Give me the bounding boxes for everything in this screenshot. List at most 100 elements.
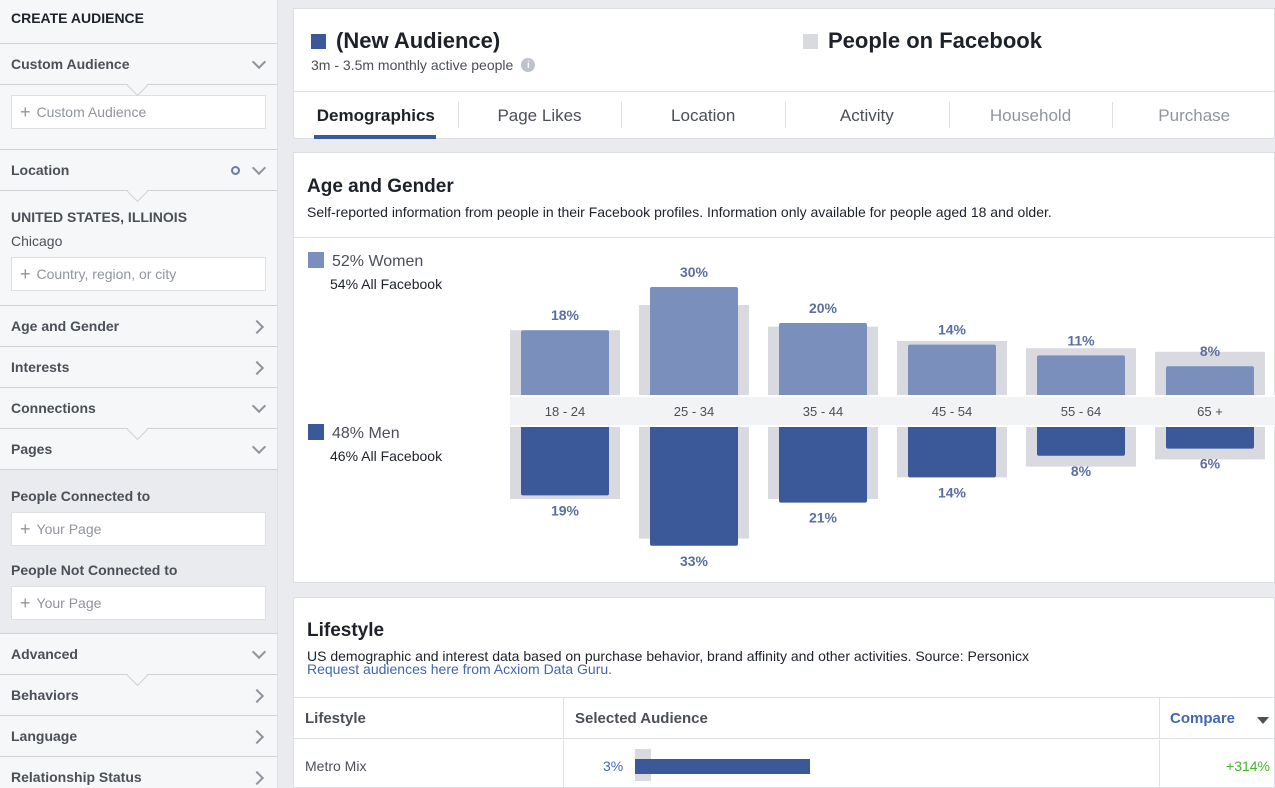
people-connected-placeholder: Your Page: [36, 521, 102, 537]
people-connected-input[interactable]: + Your Page: [11, 512, 266, 546]
chevron-right-icon[interactable]: [252, 770, 266, 784]
col-selected-audience: Selected Audience: [575, 710, 708, 727]
chevron-down-icon[interactable]: [252, 647, 266, 661]
section-behaviors[interactable]: Behaviors: [0, 675, 277, 716]
section-label: Pages: [11, 441, 53, 457]
section-location[interactable]: Location: [0, 150, 277, 191]
row-percent: 3%: [603, 758, 624, 774]
audience-size-row: 3m - 3.5m monthly active people i: [311, 57, 536, 73]
people-not-connected-input[interactable]: + Your Page: [11, 586, 266, 620]
women-bar: [908, 344, 996, 411]
section-label: Advanced: [11, 646, 78, 662]
women-data-label: 18%: [551, 307, 580, 323]
section-interests[interactable]: Interests: [0, 347, 277, 388]
women-swatch: [308, 252, 324, 268]
col-divider: [563, 698, 564, 739]
section-description: US demographic and interest data based o…: [307, 648, 1029, 664]
women-all-facebook: 54% All Facebook: [330, 276, 443, 292]
chevron-right-icon[interactable]: [252, 360, 266, 374]
age-gender-card: Age and Gender Self-reported information…: [293, 152, 1275, 583]
section-label: Age and Gender: [11, 318, 120, 334]
chevron-down-icon[interactable]: [252, 57, 266, 71]
custom-audience-input[interactable]: + Custom Audience: [11, 95, 266, 129]
men-data-label: 8%: [1071, 463, 1092, 479]
chevron-down-icon[interactable]: [252, 163, 266, 177]
col-divider: [1159, 698, 1160, 739]
acxiom-link[interactable]: Request audiences here from Acxiom Data …: [307, 661, 613, 677]
section-label: Relationship Status: [11, 769, 142, 785]
info-icon[interactable]: i: [521, 58, 536, 72]
col-divider: [563, 740, 564, 788]
women-label: 52% Women: [332, 253, 424, 270]
men-data-label: 33%: [680, 553, 709, 569]
audience-title-row: (New Audience): [311, 28, 500, 54]
table-row[interactable]: Metro Mix 3% +314%: [294, 740, 1275, 788]
age-tick-label: 25 - 34: [674, 404, 714, 419]
men-data-label: 19%: [551, 502, 580, 518]
men-bar: [521, 411, 609, 496]
custom-audience-placeholder: Custom Audience: [36, 104, 147, 120]
audience-size: 3m - 3.5m monthly active people: [311, 57, 514, 73]
women-data-label: 11%: [1067, 332, 1095, 348]
section-label: Interests: [11, 359, 70, 375]
women-data-label: 8%: [1200, 343, 1221, 359]
pages-body: People Connected to + Your Page People N…: [0, 470, 277, 634]
chevron-down-icon[interactable]: [252, 401, 266, 415]
chevron-right-icon[interactable]: [252, 319, 266, 333]
age-tick-label: 35 - 44: [803, 404, 843, 419]
chevron-right-icon[interactable]: [252, 729, 266, 743]
section-label: Behaviors: [11, 687, 79, 703]
tab-bar: Demographics Page Likes Location Activity Ho…: [294, 91, 1275, 139]
location-body: UNITED STATES, ILLINOIS Chicago + Countr…: [0, 191, 277, 306]
chevron-right-icon[interactable]: [252, 688, 266, 702]
tab-activity[interactable]: Activity: [785, 92, 949, 139]
men-label: 48% Men: [332, 425, 400, 442]
people-not-connected-placeholder: Your Page: [36, 595, 102, 611]
age-tick-label: 65 +: [1197, 404, 1223, 419]
col-divider: [1159, 740, 1160, 788]
sort-down-icon[interactable]: [1257, 717, 1269, 724]
plus-icon: +: [20, 264, 31, 284]
women-bar: [779, 323, 867, 411]
men-bar: [779, 411, 867, 503]
age-gender-chart: 18% 19% 30% 33% 20% 21% 14% 14% 11% 8% 8% 6% 18 - 24…: [510, 264, 1275, 569]
audience-header: (New Audience) 3m - 3.5m monthly active …: [293, 8, 1275, 139]
people-not-connected-label: People Not Connected to: [11, 562, 178, 578]
men-data-label: 21%: [809, 510, 838, 526]
sidebar-title: CREATE AUDIENCE: [0, 0, 277, 44]
col-compare[interactable]: Compare: [1170, 710, 1236, 727]
women-bar: [521, 330, 609, 411]
tab-demographics[interactable]: Demographics: [294, 92, 458, 139]
men-bar: [650, 411, 738, 546]
tab-location[interactable]: Location: [621, 92, 785, 139]
section-pages[interactable]: Pages: [0, 429, 277, 470]
col-lifestyle: Lifestyle: [305, 710, 366, 727]
section-advanced[interactable]: Advanced: [0, 634, 277, 675]
chevron-down-icon[interactable]: [252, 442, 266, 456]
section-age-gender[interactable]: Age and Gender: [0, 306, 277, 347]
audience-name[interactable]: (New Audience): [336, 28, 501, 53]
section-custom-audience[interactable]: Custom Audience: [0, 44, 277, 85]
section-language[interactable]: Language: [0, 716, 277, 757]
compare-label: People on Facebook: [828, 28, 1042, 53]
section-relationship-status[interactable]: Relationship Status: [0, 757, 277, 788]
location-city[interactable]: Chicago: [11, 233, 63, 249]
section-connections[interactable]: Connections: [0, 388, 277, 429]
custom-audience-body: + Custom Audience: [0, 85, 277, 150]
people-connected-label: People Connected to: [11, 488, 151, 504]
facebook-color-swatch: [803, 33, 818, 49]
lifestyle-table-header: Lifestyle Selected Audience Compare: [294, 697, 1275, 739]
men-data-label: 14%: [938, 484, 967, 500]
plus-icon: +: [20, 593, 31, 613]
section-description: Self-reported information from people in…: [307, 204, 1052, 220]
age-tick-label: 18 - 24: [545, 404, 585, 419]
tab-purchase[interactable]: Purchase: [1112, 92, 1275, 139]
plus-icon: +: [20, 102, 31, 122]
location-input[interactable]: + Country, region, or city: [11, 257, 266, 291]
section-label: Location: [11, 162, 70, 178]
tab-household[interactable]: Household: [948, 92, 1113, 139]
tab-page-likes[interactable]: Page Likes: [457, 92, 622, 139]
compare-title-row: People on Facebook: [803, 28, 1042, 54]
row-compare: +314%: [1226, 758, 1270, 774]
legend-men: 48% Men: [308, 424, 400, 443]
